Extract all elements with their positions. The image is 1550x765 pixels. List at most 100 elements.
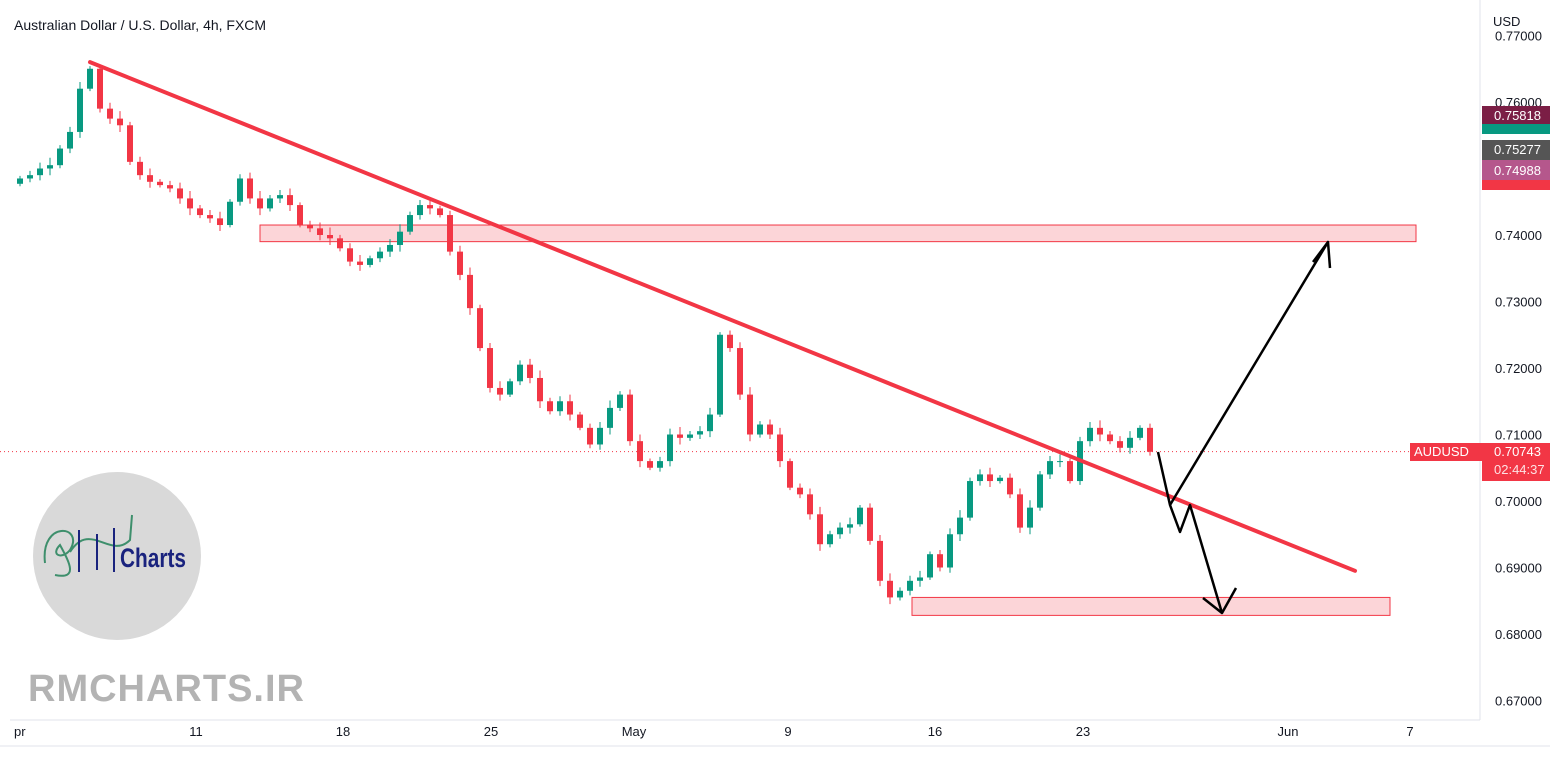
candle	[137, 156, 143, 180]
candle	[307, 220, 313, 233]
candle	[667, 428, 673, 467]
candle-body	[977, 474, 983, 482]
candle-body	[167, 185, 173, 189]
candle-body	[367, 258, 373, 265]
candle	[317, 222, 323, 241]
candle	[987, 467, 993, 488]
candle	[407, 211, 413, 235]
candle-body	[897, 590, 903, 598]
candle	[477, 304, 483, 352]
candle-body	[77, 88, 83, 132]
candle-body	[727, 334, 733, 349]
candle	[417, 200, 423, 220]
candle	[957, 510, 963, 541]
candle-body	[467, 274, 473, 309]
candle	[497, 381, 503, 401]
candle-body	[567, 401, 573, 415]
price-tick: 0.70000	[1495, 494, 1542, 509]
candle-body	[707, 414, 713, 432]
candle-body	[597, 427, 603, 445]
candle-body	[937, 554, 943, 568]
candle-body	[667, 434, 673, 462]
date-tick: Jun	[1278, 724, 1299, 739]
price-tick: 0.68000	[1495, 627, 1542, 642]
candle	[237, 174, 243, 206]
candle-body	[537, 377, 543, 402]
date-tick: May	[622, 724, 647, 739]
candle	[427, 198, 433, 215]
candle	[17, 175, 23, 187]
candle-body	[807, 494, 813, 515]
price-tag	[1482, 124, 1550, 134]
candle	[867, 503, 873, 545]
candle-body	[1037, 474, 1043, 508]
resistance-zone[interactable]	[259, 224, 1417, 243]
currency-label: USD	[1493, 14, 1521, 29]
candle-body	[687, 434, 693, 438]
candle-body	[207, 215, 213, 219]
candle	[567, 394, 573, 421]
candle-body	[767, 424, 773, 435]
candle	[577, 411, 583, 431]
candle-body	[827, 534, 833, 545]
support-zone[interactable]	[911, 596, 1391, 616]
candle	[1087, 421, 1093, 447]
candle	[557, 396, 563, 416]
candle-body	[1007, 477, 1013, 495]
candle-body	[217, 218, 223, 226]
candle	[627, 389, 633, 446]
candle	[757, 421, 763, 438]
candle	[597, 421, 603, 450]
candle-body	[327, 235, 333, 239]
candle-body	[777, 434, 783, 462]
candle	[527, 358, 533, 384]
candle-body	[67, 131, 73, 149]
price-tag	[1482, 180, 1550, 190]
candle	[457, 245, 463, 281]
candle	[297, 202, 303, 228]
candle-body	[197, 208, 203, 216]
candle	[157, 179, 163, 188]
candle-body	[1137, 427, 1143, 438]
candle	[87, 66, 93, 92]
svg-text:Charts: Charts	[120, 543, 186, 573]
candle	[827, 530, 833, 548]
candle-body	[27, 175, 33, 179]
candle-body	[147, 175, 153, 182]
date-tick: 18	[336, 724, 350, 739]
candle-body	[877, 540, 883, 581]
trendline[interactable]	[88, 60, 1357, 573]
candle	[697, 426, 703, 440]
candle	[807, 488, 813, 520]
candle-body	[787, 461, 793, 488]
candle	[1097, 420, 1103, 442]
candle-body	[677, 434, 683, 438]
candle	[767, 419, 773, 440]
date-tick: 16	[928, 724, 942, 739]
candle	[267, 194, 273, 212]
candle	[207, 209, 213, 223]
candle-body	[837, 527, 843, 535]
candle	[587, 423, 593, 449]
candle	[377, 247, 383, 263]
candle	[907, 575, 913, 596]
candle-body	[757, 424, 763, 435]
date-tick: 23	[1076, 724, 1090, 739]
bar-countdown: 02:44:37	[1494, 462, 1545, 477]
bullish-arrow[interactable]	[1156, 240, 1332, 507]
candle-body	[47, 165, 53, 169]
candle	[1027, 500, 1033, 535]
candle	[847, 517, 853, 534]
candle-body	[617, 394, 623, 408]
candle-body	[277, 195, 283, 199]
candle-body	[627, 394, 633, 442]
price-tick: 0.73000	[1495, 295, 1542, 310]
candle	[617, 391, 623, 412]
candle-body	[347, 248, 353, 262]
candle-body	[437, 208, 443, 216]
candle-body	[1057, 461, 1063, 463]
candle-body	[637, 441, 643, 462]
bearish-arrow[interactable]	[1168, 503, 1238, 615]
candle	[107, 102, 113, 124]
